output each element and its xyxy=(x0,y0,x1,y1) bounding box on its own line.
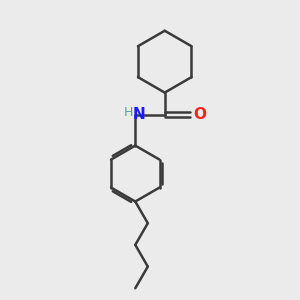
Text: O: O xyxy=(194,107,207,122)
Text: N: N xyxy=(133,107,146,122)
Text: H: H xyxy=(124,106,133,119)
